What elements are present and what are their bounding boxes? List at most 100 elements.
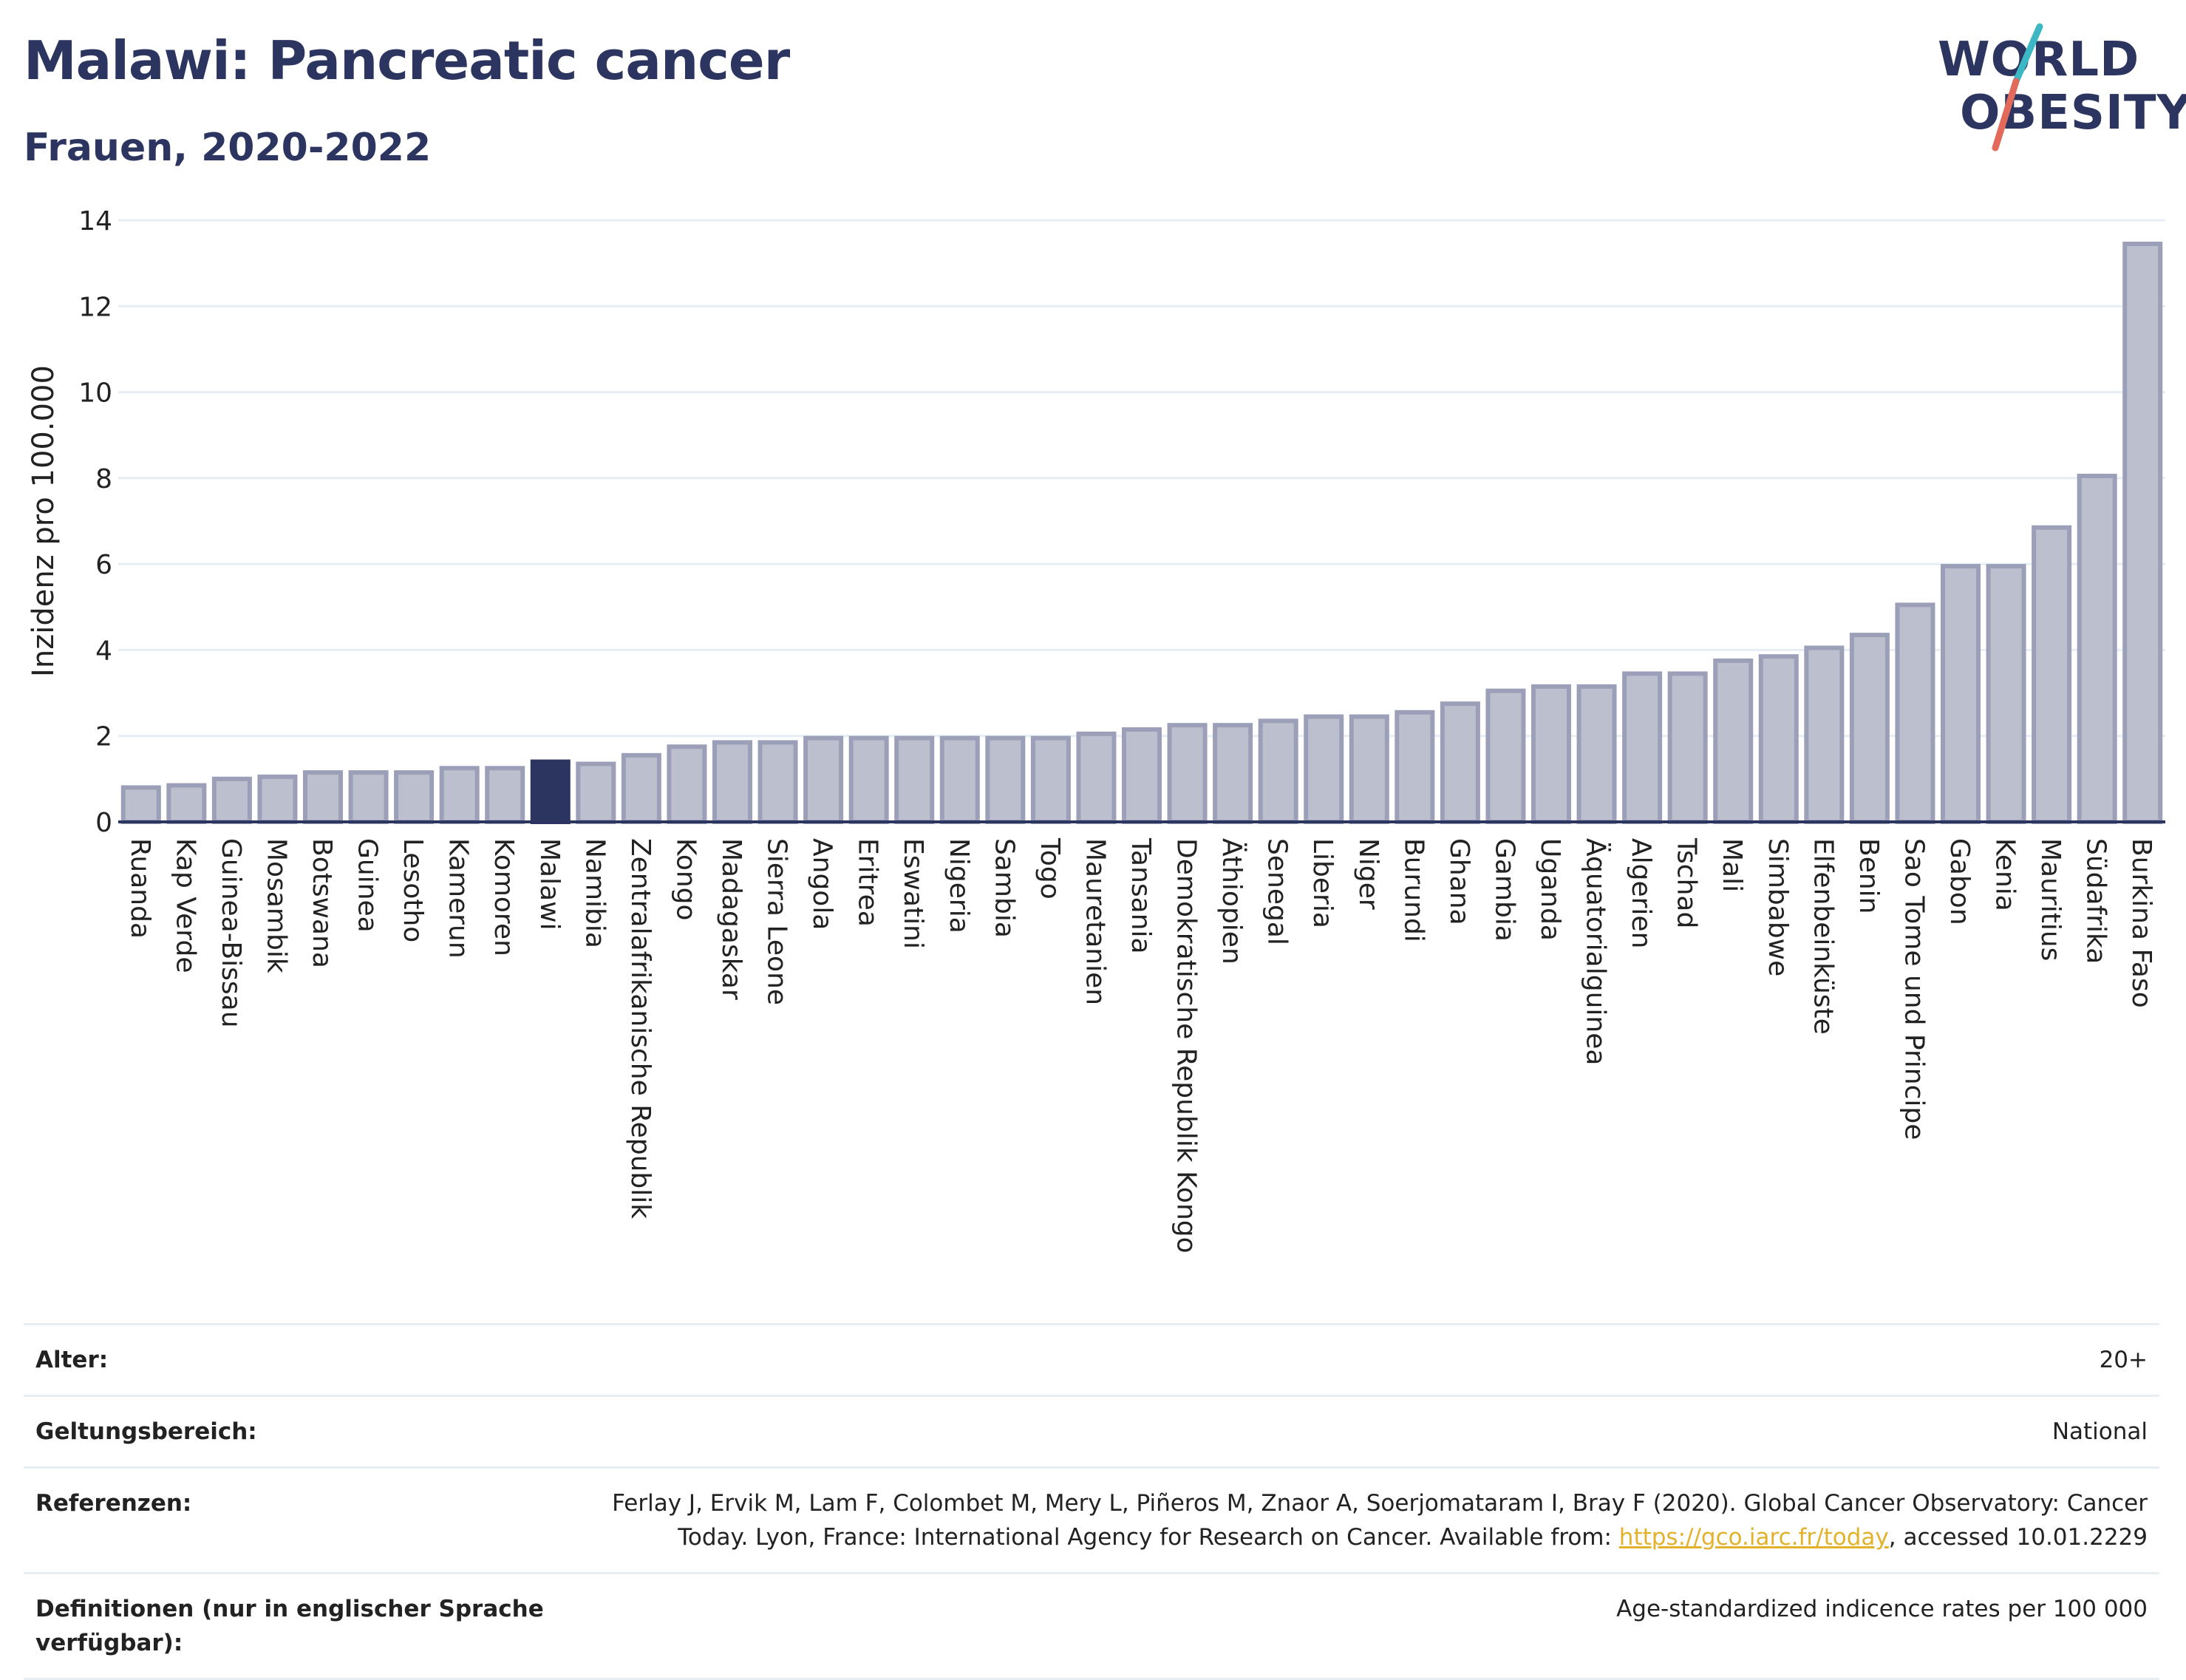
y-tick-label: 8 — [95, 464, 112, 494]
x-tick-label: Namibia — [579, 838, 610, 948]
x-tick-label: Angola — [807, 838, 837, 930]
x-tick-label: Sao Tome und Principe — [1899, 838, 1929, 1140]
bar — [1940, 564, 1981, 824]
bar — [1667, 671, 1708, 825]
bar — [621, 752, 661, 825]
bar — [894, 735, 935, 824]
x-tick-label: Äquatorialguinea — [1581, 838, 1612, 1065]
x-tick-label: Sambia — [989, 838, 1019, 938]
x-tick-label: Burkina Faso — [2126, 838, 2156, 1008]
x-tick-label: Liberia — [1307, 838, 1338, 928]
bar — [2122, 241, 2163, 824]
bar — [2077, 473, 2117, 824]
bar — [1530, 684, 1572, 824]
x-tick-label: Kongo — [670, 838, 701, 921]
y-tick-label: 14 — [78, 206, 112, 237]
x-tick-label: Ghana — [1444, 838, 1474, 925]
x-tick-label: Malawi — [534, 838, 565, 931]
bar — [1304, 714, 1344, 824]
x-tick-label: Gabon — [1944, 838, 1975, 925]
x-tick-label: Lesotho — [398, 838, 428, 942]
y-tick-label: 2 — [95, 722, 112, 752]
bar — [302, 770, 344, 825]
bar — [1804, 645, 1845, 824]
x-tick-label: Guinea — [353, 838, 383, 933]
x-tick-label: Simbabwe — [1763, 838, 1793, 976]
reference-accessed: , accessed 10.01.2229 — [1888, 1524, 2148, 1551]
x-tick-label: Togo — [1035, 837, 1065, 899]
bar — [1576, 684, 1617, 824]
definitions-value: Age-standardized indicence rates per 100… — [1616, 1596, 2148, 1622]
bar — [1485, 688, 1526, 825]
bar — [1167, 723, 1208, 825]
bar — [848, 735, 889, 824]
bar — [1213, 723, 1253, 825]
x-tick-label: Burundi — [1398, 838, 1429, 942]
reference-text: Ferlay J, Ervik M, Lam F, Colombet M, Me… — [612, 1490, 2148, 1551]
references-label: Referenzen: — [35, 1490, 192, 1517]
bar — [166, 783, 207, 824]
logo-line-2: OBESITY — [1960, 86, 2186, 140]
bar — [757, 740, 798, 825]
scope-label: Geltungsbereich: — [35, 1418, 257, 1445]
bar — [576, 761, 616, 824]
reference-link[interactable]: https://gco.iarc.fr/today — [1618, 1524, 1889, 1551]
age-value: 20+ — [2099, 1347, 2148, 1373]
x-tick-label: Uganda — [1535, 838, 1565, 941]
y-tick-label: 4 — [95, 636, 112, 666]
x-tick-label: Botswana — [307, 838, 337, 968]
bar — [530, 759, 571, 824]
x-tick-label: Niger — [1353, 838, 1383, 910]
scope-value: National — [2051, 1418, 2148, 1445]
y-tick-label: 0 — [95, 808, 112, 838]
y-axis-label: Inzidenz pro 100.000 — [27, 365, 61, 677]
meta-row-definitions: Definitionen (nur in englischer Sprache … — [24, 1572, 2159, 1680]
x-tick-label: Kamerun — [443, 838, 474, 959]
x-tick-label: Gambia — [1489, 838, 1519, 942]
world-obesity-logo: WORLD OBESITY — [1929, 22, 2186, 155]
bar — [348, 770, 389, 825]
x-tick-label: Nigeria — [944, 838, 974, 933]
x-tick-label: Mosambik — [261, 838, 291, 973]
bar — [439, 766, 480, 824]
bar — [1121, 727, 1162, 824]
x-tick-label: Senegal — [1262, 838, 1293, 945]
bar — [1258, 718, 1298, 824]
logo-slash-icon — [1992, 23, 2043, 152]
bar — [120, 785, 161, 825]
x-tick-label: Südafrika — [2081, 838, 2111, 964]
bar-chart: 0 2 4 6 8 10 12 14 Inzidenz pro 100.000 Ruanda Kap… — [27, 206, 2165, 1254]
bar — [1030, 735, 1071, 824]
bar — [1713, 658, 1754, 825]
bar — [985, 735, 1026, 824]
bar — [485, 766, 525, 824]
meta-row-references: Referenzen: Ferlay J, Ervik M, Lam F, Co… — [24, 1466, 2159, 1572]
y-tick-label: 10 — [78, 378, 112, 409]
x-tick-label: Kap Verde — [170, 838, 200, 973]
chart-subtitle: Frauen, 2020-2022 — [24, 126, 432, 170]
bar — [1758, 654, 1799, 825]
y-tick-label: 6 — [95, 550, 112, 580]
bar — [1349, 714, 1389, 824]
x-tick-label: Äthiopien — [1216, 838, 1247, 965]
x-tick-label: Mali — [1717, 838, 1747, 892]
bar — [803, 735, 844, 824]
x-tick-label: Algerien — [1626, 838, 1656, 948]
bar — [211, 776, 252, 824]
definitions-label: Definitionen (nur in englischer Sprache … — [35, 1596, 544, 1656]
x-tick-label: Guinea-Bissau — [216, 838, 246, 1028]
x-tick-label: Zentralafrikanische Republik — [625, 838, 656, 1219]
bar — [1986, 564, 2026, 824]
x-tick-label: Tansania — [1126, 837, 1156, 954]
x-tick-label: Ruanda — [125, 838, 155, 939]
bar — [1440, 701, 1480, 824]
x-tick-label: Eritrea — [853, 838, 883, 927]
age-label: Alter: — [35, 1347, 109, 1373]
bar — [1076, 731, 1117, 824]
bar — [939, 735, 980, 824]
bar — [394, 770, 435, 825]
x-tick-label: Madagaskar — [716, 838, 746, 1000]
bar — [2032, 525, 2072, 824]
x-tick-label: Kenia — [1990, 838, 2020, 911]
references-value: Ferlay J, Ervik M, Lam F, Colombet M, Me… — [596, 1486, 2148, 1554]
